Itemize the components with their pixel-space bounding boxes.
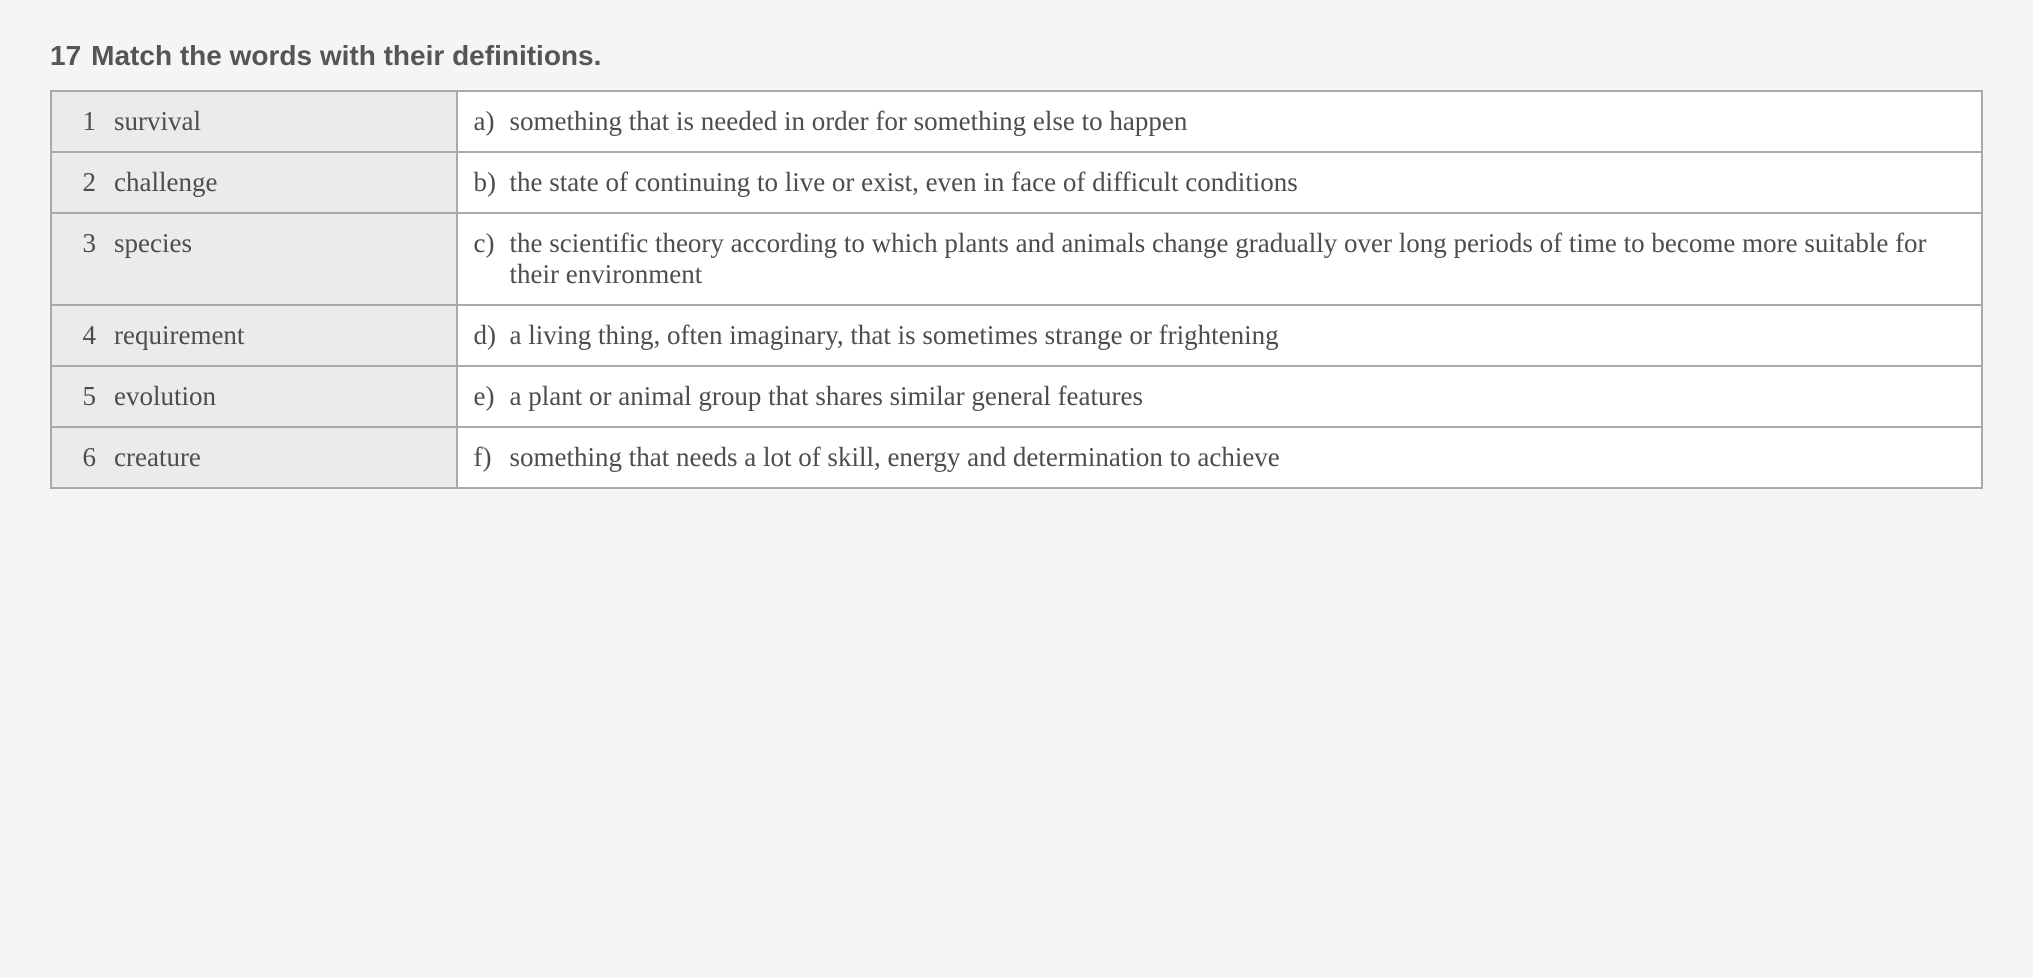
definition-letter: c) <box>474 228 498 259</box>
definition-cell: b) the state of continuing to live or exi… <box>457 152 1983 213</box>
word-text: challenge <box>114 167 217 197</box>
definition-letter: e) <box>474 381 498 412</box>
definition-letter: b) <box>474 167 498 198</box>
definition-cell: d) a living thing, often imaginary, that … <box>457 305 1983 366</box>
word-cell: 5 evolution <box>51 366 457 427</box>
table-row: 2 challenge b) the state of continuing to … <box>51 152 1982 213</box>
word-number: 4 <box>68 320 96 351</box>
definition-text: a plant or animal group that shares simi… <box>510 381 1962 412</box>
word-text: species <box>114 228 192 258</box>
word-cell: 4 requirement <box>51 305 457 366</box>
definition-cell: a) something that is needed in order for … <box>457 91 1983 152</box>
exercise-title: Match the words with their definitions. <box>91 40 601 71</box>
table-row: 4 requirement d) a living thing, often ima… <box>51 305 1982 366</box>
word-text: survival <box>114 106 201 136</box>
definition-letter: d) <box>474 320 498 351</box>
word-number: 1 <box>68 106 96 137</box>
definition-letter: f) <box>474 442 498 473</box>
table-row: 6 creature f) something that needs a lot o… <box>51 427 1982 488</box>
definition-text: something that is needed in order for so… <box>510 106 1962 137</box>
word-text: requirement <box>114 320 244 350</box>
word-text: evolution <box>114 381 216 411</box>
table-row: 1 survival a) something that is needed in … <box>51 91 1982 152</box>
exercise-number: 17 <box>50 40 81 71</box>
exercise-heading: 17 Match the words with their definition… <box>50 40 1983 72</box>
word-number: 3 <box>68 228 96 259</box>
word-cell: 1 survival <box>51 91 457 152</box>
definition-cell: c) the scientific theory according to whi… <box>457 213 1983 305</box>
definition-cell: f) something that needs a lot of skill, e… <box>457 427 1983 488</box>
word-cell: 3 species <box>51 213 457 305</box>
word-number: 6 <box>68 442 96 473</box>
word-number: 2 <box>68 167 96 198</box>
definition-cell: e) a plant or animal group that shares si… <box>457 366 1983 427</box>
definition-text: the state of continuing to live or exist… <box>510 167 1962 198</box>
definition-text: a living thing, often imaginary, that is… <box>510 320 1962 351</box>
table-row: 3 species c) the scientific theory accordi… <box>51 213 1982 305</box>
table-row: 5 evolution e) a plant or animal group tha… <box>51 366 1982 427</box>
definition-letter: a) <box>474 106 498 137</box>
definition-text: the scientific theory according to which… <box>510 228 1962 290</box>
word-text: creature <box>114 442 201 472</box>
word-number: 5 <box>68 381 96 412</box>
word-cell: 2 challenge <box>51 152 457 213</box>
word-cell: 6 creature <box>51 427 457 488</box>
definition-text: something that needs a lot of skill, ene… <box>510 442 1962 473</box>
definitions-table: 1 survival a) something that is needed in … <box>50 90 1983 489</box>
